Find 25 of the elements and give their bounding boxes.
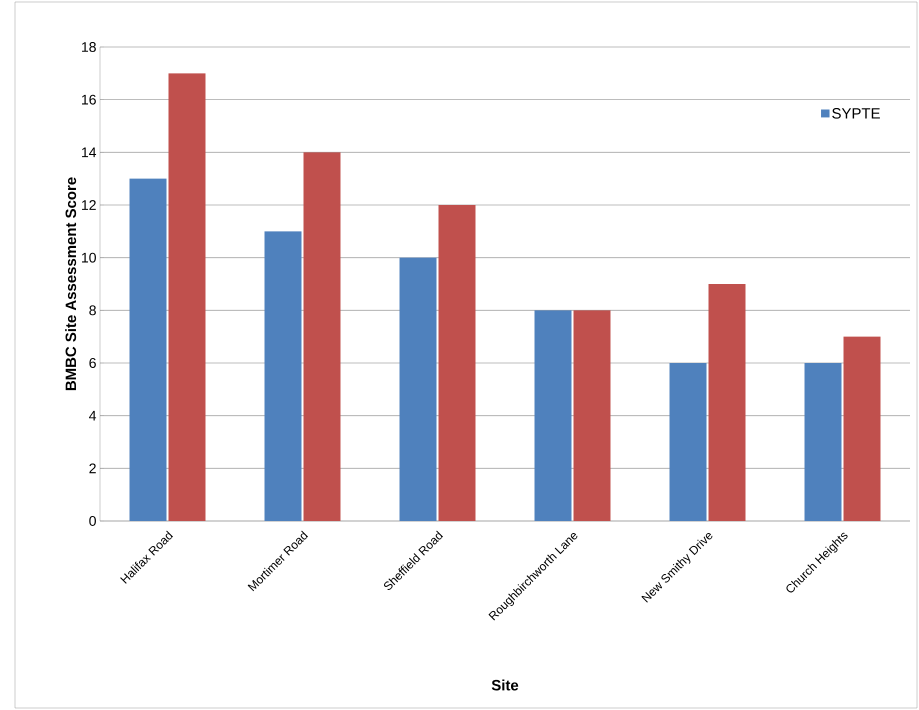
y-tick-label: 12 xyxy=(82,200,96,210)
y-tick-label: 6 xyxy=(89,358,96,368)
y-tick-label: 2 xyxy=(89,463,96,474)
y-tick-label: 0 xyxy=(89,516,96,526)
bar xyxy=(130,178,167,521)
bar xyxy=(534,310,572,521)
y-tick-label: 16 xyxy=(82,94,96,105)
y-tick-label: 4 xyxy=(89,410,96,420)
bar xyxy=(708,284,746,521)
bar xyxy=(304,152,340,521)
bar xyxy=(438,204,476,521)
bar xyxy=(844,336,881,521)
legend-label: SYPTE xyxy=(832,108,880,119)
y-tick-label: 14 xyxy=(82,148,96,158)
y-tick-label: 8 xyxy=(89,305,96,316)
y-tick-label: 18 xyxy=(82,42,96,52)
x-axis-title: Site xyxy=(492,680,518,690)
y-axis-title: BMBC Site Assessment Score xyxy=(65,177,76,390)
bar xyxy=(574,310,610,521)
y-tick-label: 10 xyxy=(82,252,96,263)
bar xyxy=(400,258,437,521)
bar xyxy=(670,363,707,521)
bar xyxy=(168,73,206,521)
bar xyxy=(264,231,302,521)
bar xyxy=(804,363,842,521)
